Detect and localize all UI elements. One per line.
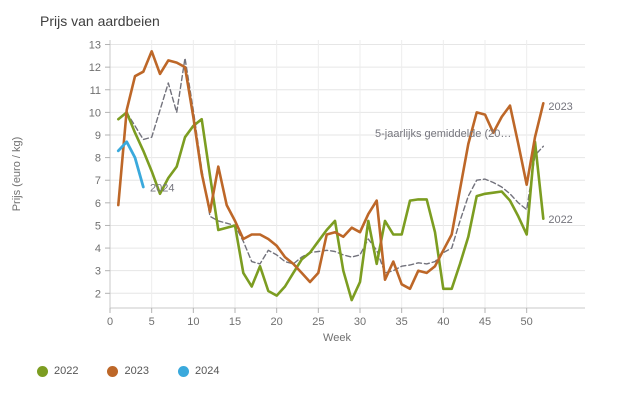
x-axis-title: Week — [323, 332, 351, 344]
legend-label-2022: 2022 — [54, 365, 79, 377]
series-line-2022 — [117, 111, 545, 302]
y-tick-label: 10 — [89, 107, 101, 119]
y-tick-label: 11 — [90, 85, 101, 97]
x-tick-label: 10 — [187, 316, 199, 328]
y-tick-label: 13 — [89, 40, 101, 52]
y-tick-label: 8 — [95, 153, 101, 165]
legend-label-2024: 2024 — [194, 365, 220, 377]
x-tick-label: 15 — [229, 316, 241, 328]
legend-item-2022[interactable]: 2022 — [37, 365, 78, 377]
legend-item-2024[interactable]: 2024 — [177, 365, 220, 377]
x-tick-label: 25 — [312, 316, 324, 328]
x-tick-label: 0 — [107, 316, 113, 328]
legend-item-2023[interactable]: 2023 — [107, 365, 149, 377]
x-tick-label: 5 — [149, 316, 155, 328]
series-label-avg: 5-jaarlijks gemiddelde (20… — [375, 128, 511, 140]
y-tick-label: 12 — [89, 62, 101, 74]
x-tick-label: 45 — [479, 316, 491, 328]
y-tick-label: 5 — [95, 220, 101, 232]
legend: 2022 2023 2024 — [37, 365, 219, 377]
series-label-2023: 2023 — [548, 101, 572, 113]
y-tick-label: 2 — [95, 288, 101, 300]
chart-title: Prijs van aardbeien — [40, 13, 160, 29]
y-tick-label: 9 — [95, 130, 101, 142]
series-line-2023 — [117, 50, 545, 291]
series-line-2024 — [116, 140, 145, 189]
legend-marker-2023 — [107, 365, 119, 377]
series-label-2022: 2022 — [548, 214, 572, 226]
legend-label-2023: 2023 — [124, 365, 149, 377]
y-tick-label: 4 — [95, 243, 101, 255]
x-tick-label: 30 — [354, 316, 366, 328]
x-tick-label: 50 — [521, 316, 533, 328]
x-tick-label: 20 — [271, 316, 283, 328]
y-tick-label: 6 — [95, 198, 101, 210]
y-tick-label: 3 — [95, 266, 101, 278]
series-label-2024: 2024 — [150, 183, 174, 195]
series-line-5-jaarlijks-gemiddelde-20- — [126, 57, 544, 274]
legend-marker-2024 — [177, 365, 189, 377]
legend-marker-2022 — [37, 365, 48, 377]
x-tick-label: 40 — [437, 316, 449, 328]
y-tick-label: 7 — [95, 175, 101, 187]
x-tick-label: 35 — [396, 316, 408, 328]
